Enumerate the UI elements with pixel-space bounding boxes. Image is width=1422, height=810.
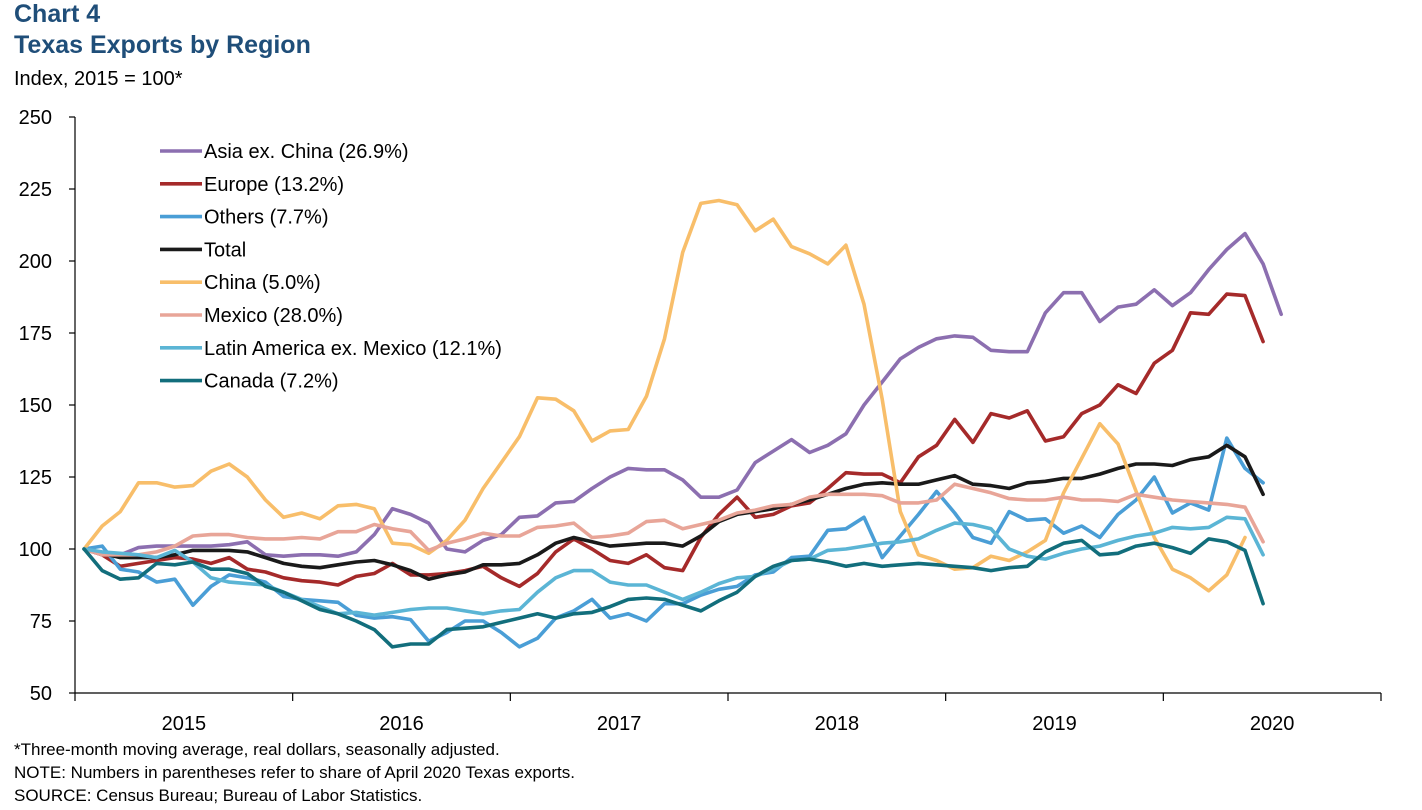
y-tick-label: 250 [19,107,52,129]
series-line-4 [82,198,1247,593]
y-tick-label: 125 [19,467,52,489]
legend-label: Latin America ex. Mexico (12.1%) [204,338,502,360]
x-tick-label: 2015 [162,713,207,735]
legend-label: Others (7.7%) [204,207,328,229]
chart-subtitle: Index, 2015 = 100* [14,68,183,90]
series-line-7 [82,537,1265,649]
x-tick-label: 2019 [1032,713,1077,735]
note: NOTE: Numbers in parentheses refer to sh… [14,763,575,782]
x-tick-label: 2018 [815,713,860,735]
chart-title: Texas Exports by Region [14,31,311,59]
y-tick-label: 50 [30,683,52,705]
line-chart: 50 75 100 125 150 175 200 225 250 2015 2016 2017 201… [19,107,1382,735]
y-tick-label: 175 [19,323,52,345]
x-tick-label: 2017 [597,713,642,735]
x-tick-label: 2016 [379,713,424,735]
y-tick-label: 100 [19,539,52,561]
legend-label: Total [204,239,246,261]
series-line-1 [82,292,1265,589]
series-line-0 [82,231,1283,559]
y-tick-label: 200 [19,251,52,273]
x-tick-label: 2020 [1250,713,1295,735]
series-line-3 [82,443,1265,582]
y-tick-label: 225 [19,179,52,201]
chart-notes: *Three-month moving average, real dollar… [14,738,575,807]
legend-label: Europe (13.2%) [204,174,344,196]
legend-label: Mexico (28.0%) [204,305,343,327]
y-tick-label: 75 [30,611,52,633]
legend-label: Canada (7.2%) [204,371,339,393]
source: SOURCE: Census Bureau; Bureau of Labor S… [14,786,423,805]
chart-number: Chart 4 [14,0,101,28]
legend-label: Asia ex. China (26.9%) [204,141,409,163]
footnote: *Three-month moving average, real dollar… [14,740,500,759]
legend-label: China (5.0%) [204,272,321,294]
series-line-5 [82,482,1265,557]
y-tick-label: 150 [19,395,52,417]
